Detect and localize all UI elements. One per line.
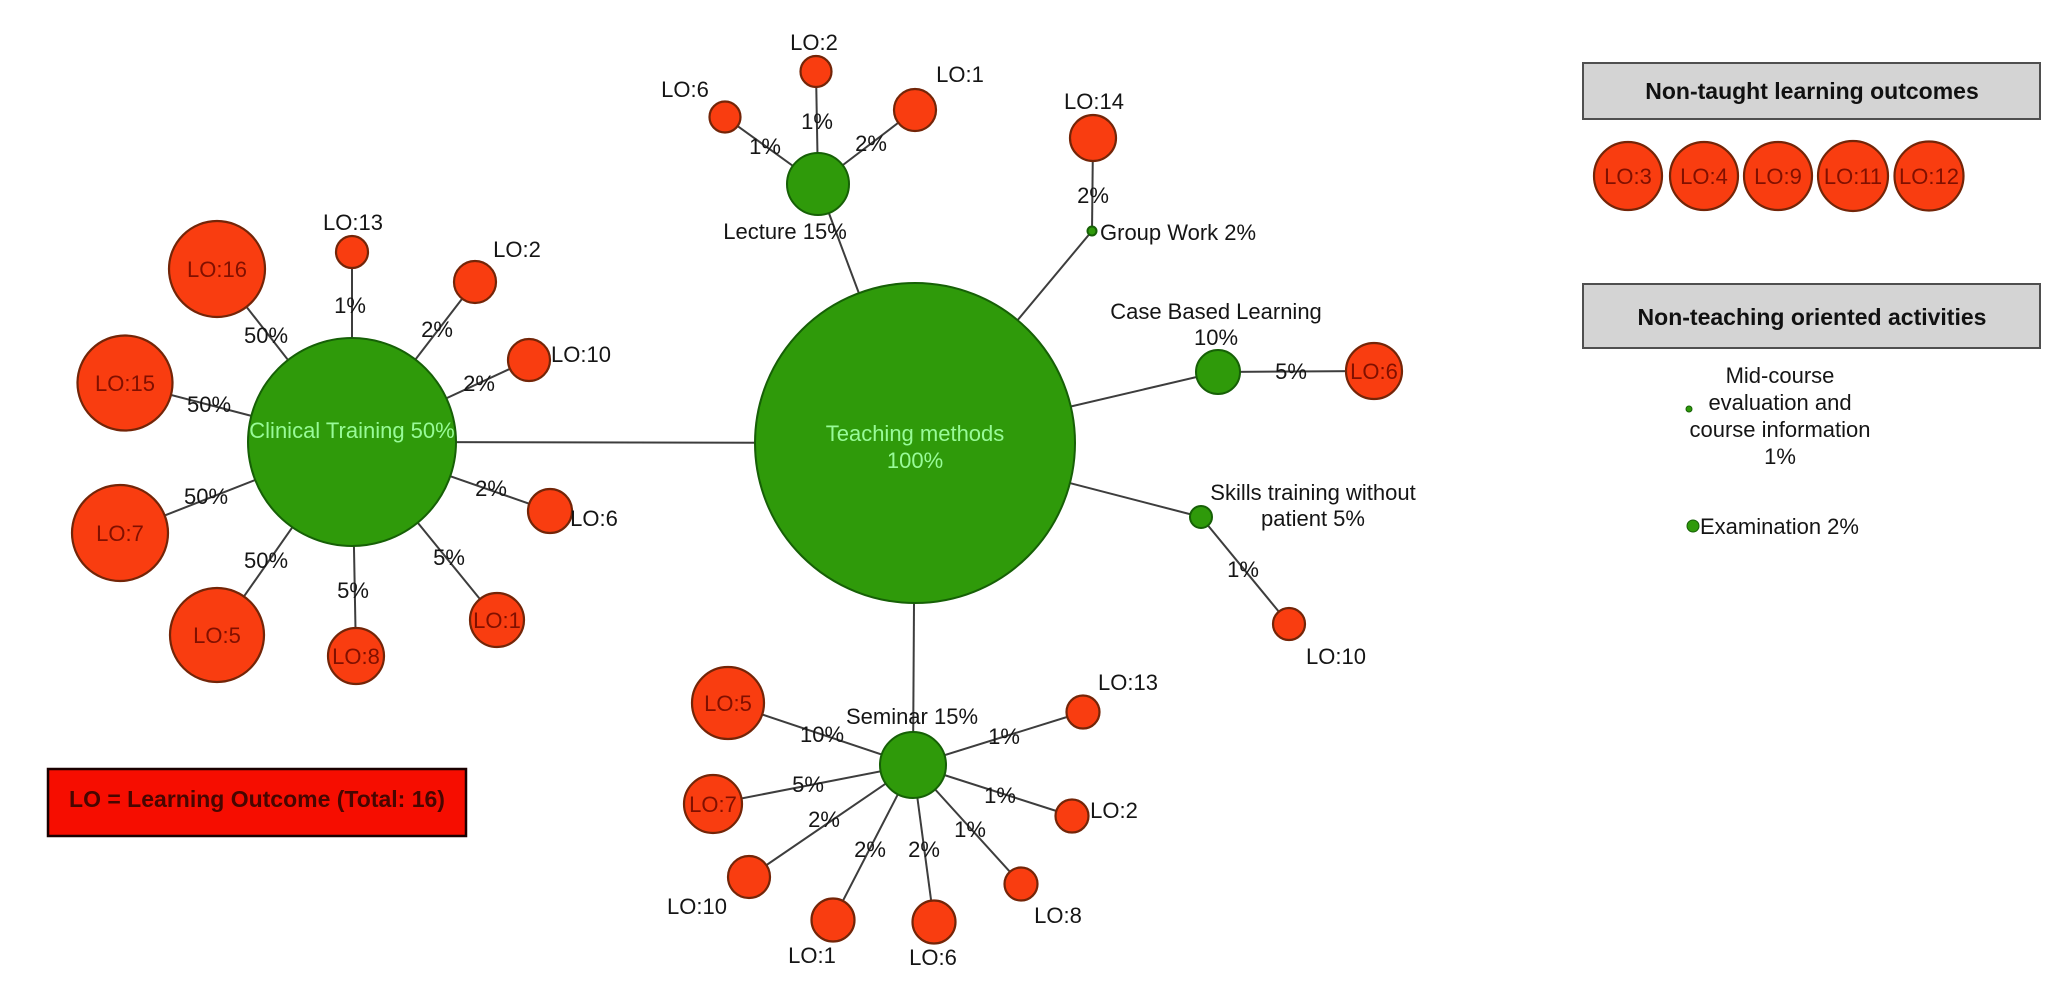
svg-text:2%: 2% — [854, 837, 886, 862]
svg-text:LO:9: LO:9 — [1754, 164, 1802, 189]
svg-text:Examination 2%: Examination 2% — [1700, 514, 1859, 539]
svg-text:1%: 1% — [749, 134, 781, 159]
svg-text:50%: 50% — [184, 484, 228, 509]
svg-text:LO:2: LO:2 — [790, 30, 838, 55]
svg-text:evaluation and: evaluation and — [1708, 390, 1851, 415]
svg-text:LO:7: LO:7 — [689, 792, 737, 817]
svg-text:LO:10: LO:10 — [1306, 644, 1366, 669]
svg-text:LO:6: LO:6 — [1350, 359, 1398, 384]
svg-text:Non-taught learning outcomes: Non-taught learning outcomes — [1645, 78, 1979, 104]
svg-text:LO:1: LO:1 — [473, 608, 521, 633]
svg-text:5%: 5% — [433, 545, 465, 570]
svg-text:2%: 2% — [475, 476, 507, 501]
svg-text:LO:2: LO:2 — [493, 237, 541, 262]
svg-text:Group Work 2%: Group Work 2% — [1100, 220, 1256, 245]
svg-text:LO:6: LO:6 — [661, 77, 709, 102]
svg-text:LO:10: LO:10 — [667, 894, 727, 919]
svg-text:2%: 2% — [421, 317, 453, 342]
svg-text:Teaching methods: Teaching methods — [826, 421, 1005, 446]
svg-text:5%: 5% — [1275, 359, 1307, 384]
svg-text:50%: 50% — [244, 323, 288, 348]
svg-text:1%: 1% — [988, 724, 1020, 749]
svg-text:2%: 2% — [855, 131, 887, 156]
svg-text:100%: 100% — [887, 448, 943, 473]
svg-text:1%: 1% — [984, 783, 1016, 808]
svg-text:5%: 5% — [792, 772, 824, 797]
svg-text:LO = Learning Outcome (Total:: LO = Learning Outcome (Total: 16) — [69, 786, 445, 812]
svg-text:2%: 2% — [808, 807, 840, 832]
svg-text:LO:5: LO:5 — [704, 691, 752, 716]
svg-text:LO:1: LO:1 — [788, 943, 836, 968]
svg-text:1%: 1% — [1227, 557, 1259, 582]
svg-text:LO:10: LO:10 — [551, 342, 611, 367]
svg-text:2%: 2% — [463, 371, 495, 396]
svg-text:LO:13: LO:13 — [323, 210, 383, 235]
svg-text:50%: 50% — [187, 392, 231, 417]
svg-text:1%: 1% — [334, 293, 366, 318]
svg-text:LO:12: LO:12 — [1899, 164, 1959, 189]
svg-text:Skills training without: Skills training without — [1210, 480, 1415, 505]
svg-text:LO:11: LO:11 — [1824, 164, 1882, 189]
svg-text:LO:7: LO:7 — [96, 521, 144, 546]
svg-text:50%: 50% — [244, 548, 288, 573]
svg-text:Lecture 15%: Lecture 15% — [723, 219, 847, 244]
svg-text:LO:8: LO:8 — [1034, 903, 1082, 928]
svg-text:1%: 1% — [954, 817, 986, 842]
svg-text:Seminar 15%: Seminar 15% — [846, 704, 978, 729]
svg-text:LO:3: LO:3 — [1604, 164, 1652, 189]
svg-text:10%: 10% — [1194, 325, 1238, 350]
svg-text:1%: 1% — [801, 109, 833, 134]
svg-text:LO:1: LO:1 — [936, 62, 984, 87]
svg-text:Clinical Training 50%: Clinical Training 50% — [249, 418, 454, 443]
svg-text:LO:13: LO:13 — [1098, 670, 1158, 695]
svg-text:5%: 5% — [337, 578, 369, 603]
svg-text:LO:16: LO:16 — [187, 257, 247, 282]
svg-text:LO:14: LO:14 — [1064, 89, 1124, 114]
svg-text:patient 5%: patient 5% — [1261, 506, 1365, 531]
svg-text:LO:8: LO:8 — [332, 644, 380, 669]
svg-text:LO:4: LO:4 — [1680, 164, 1728, 189]
svg-text:LO:6: LO:6 — [570, 506, 618, 531]
svg-text:Non-teaching oriented activiti: Non-teaching oriented activities — [1638, 304, 1987, 330]
svg-text:10%: 10% — [800, 722, 844, 747]
svg-text:2%: 2% — [1077, 183, 1109, 208]
svg-text:LO:2: LO:2 — [1090, 798, 1138, 823]
svg-text:LO:15: LO:15 — [95, 371, 155, 396]
svg-text:course information: course information — [1690, 417, 1871, 442]
svg-text:2%: 2% — [908, 837, 940, 862]
svg-text:Case Based Learning: Case Based Learning — [1110, 299, 1322, 324]
svg-text:Mid-course: Mid-course — [1726, 363, 1835, 388]
svg-text:LO:5: LO:5 — [193, 623, 241, 648]
svg-text:1%: 1% — [1764, 444, 1796, 469]
svg-text:LO:6: LO:6 — [909, 945, 957, 970]
